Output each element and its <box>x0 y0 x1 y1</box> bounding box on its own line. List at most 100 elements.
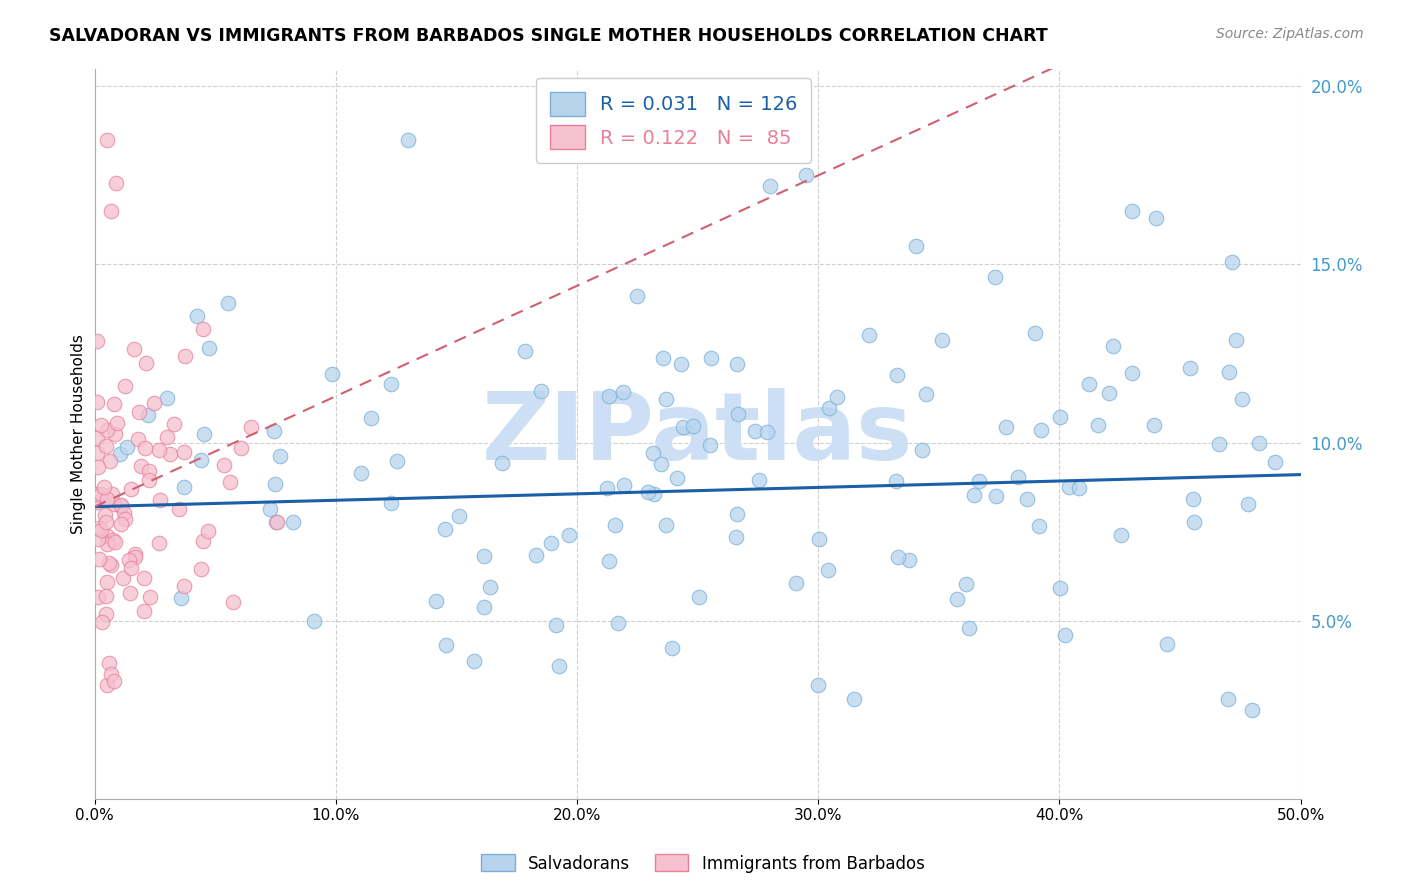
Point <box>380 377 402 392</box>
Point <box>1007 470 1029 484</box>
Point <box>905 239 928 253</box>
Point <box>596 481 619 495</box>
Point <box>513 344 536 359</box>
Point <box>1249 436 1271 450</box>
Point <box>844 692 866 706</box>
Point <box>96 589 118 603</box>
Point <box>910 442 932 457</box>
Point <box>449 508 471 523</box>
Point <box>100 204 122 219</box>
Point <box>197 524 219 539</box>
Point <box>110 500 132 514</box>
Point <box>1182 515 1205 529</box>
Point <box>672 420 695 434</box>
Point <box>725 357 748 371</box>
Point <box>96 537 118 551</box>
Point <box>725 507 748 521</box>
Point <box>748 473 770 487</box>
Point <box>547 659 569 673</box>
Point <box>266 515 288 529</box>
Point <box>433 522 456 536</box>
Point <box>655 517 678 532</box>
Point <box>159 447 181 461</box>
Point <box>89 521 111 535</box>
Point <box>1218 365 1240 379</box>
Point <box>103 396 125 410</box>
Point <box>173 579 195 593</box>
Point <box>134 441 156 455</box>
Point <box>472 549 495 564</box>
Point <box>321 368 343 382</box>
Point <box>744 424 766 438</box>
Point <box>1078 376 1101 391</box>
Point <box>463 654 485 668</box>
Point <box>127 432 149 446</box>
Point <box>472 600 495 615</box>
Point <box>118 586 141 600</box>
Point <box>135 356 157 370</box>
Point <box>858 327 880 342</box>
Point <box>884 475 907 489</box>
Point <box>94 508 117 523</box>
Point <box>96 133 118 147</box>
Point <box>643 486 665 500</box>
Point <box>994 419 1017 434</box>
Point <box>1087 417 1109 432</box>
Point <box>1182 492 1205 507</box>
Point <box>524 548 547 562</box>
Point <box>98 453 121 467</box>
Point <box>217 296 239 310</box>
Point <box>478 580 501 594</box>
Point <box>96 423 118 437</box>
Point <box>669 357 692 371</box>
Point <box>87 551 110 566</box>
Point <box>1028 519 1050 533</box>
Point <box>190 453 212 467</box>
Point <box>825 391 848 405</box>
Text: SALVADORAN VS IMMIGRANTS FROM BARBADOS SINGLE MOTHER HOUSEHOLDS CORRELATION CHAR: SALVADORAN VS IMMIGRANTS FROM BARBADOS S… <box>49 27 1047 45</box>
Point <box>101 533 124 547</box>
Point <box>1069 481 1091 495</box>
Point <box>785 575 807 590</box>
Point <box>1121 366 1143 380</box>
Point <box>1049 410 1071 425</box>
Point <box>100 558 122 572</box>
Point <box>606 616 628 631</box>
Point <box>163 417 186 431</box>
Point <box>90 523 112 537</box>
Point <box>139 591 162 605</box>
Point <box>605 518 627 533</box>
Point <box>756 425 779 439</box>
Point <box>173 480 195 494</box>
Point <box>360 410 382 425</box>
Point <box>114 512 136 526</box>
Point <box>984 489 1007 503</box>
Point <box>983 270 1005 285</box>
Point <box>110 517 132 532</box>
Point <box>613 478 636 492</box>
Point <box>269 449 291 463</box>
Point <box>637 485 659 500</box>
Point <box>120 561 142 575</box>
Point <box>380 496 402 510</box>
Point <box>86 446 108 460</box>
Point <box>170 591 193 606</box>
Point <box>86 495 108 509</box>
Point <box>661 641 683 656</box>
Point <box>136 408 159 422</box>
Point <box>963 488 986 502</box>
Point <box>546 617 568 632</box>
Point <box>112 506 135 520</box>
Point <box>969 474 991 488</box>
Point <box>259 501 281 516</box>
Point <box>955 576 977 591</box>
Point <box>96 678 118 692</box>
Point <box>665 471 688 485</box>
Point <box>626 289 648 303</box>
Point <box>128 405 150 419</box>
Point <box>1143 417 1166 432</box>
Point <box>138 464 160 478</box>
Point <box>491 456 513 470</box>
Point <box>122 342 145 356</box>
Point <box>96 491 118 506</box>
